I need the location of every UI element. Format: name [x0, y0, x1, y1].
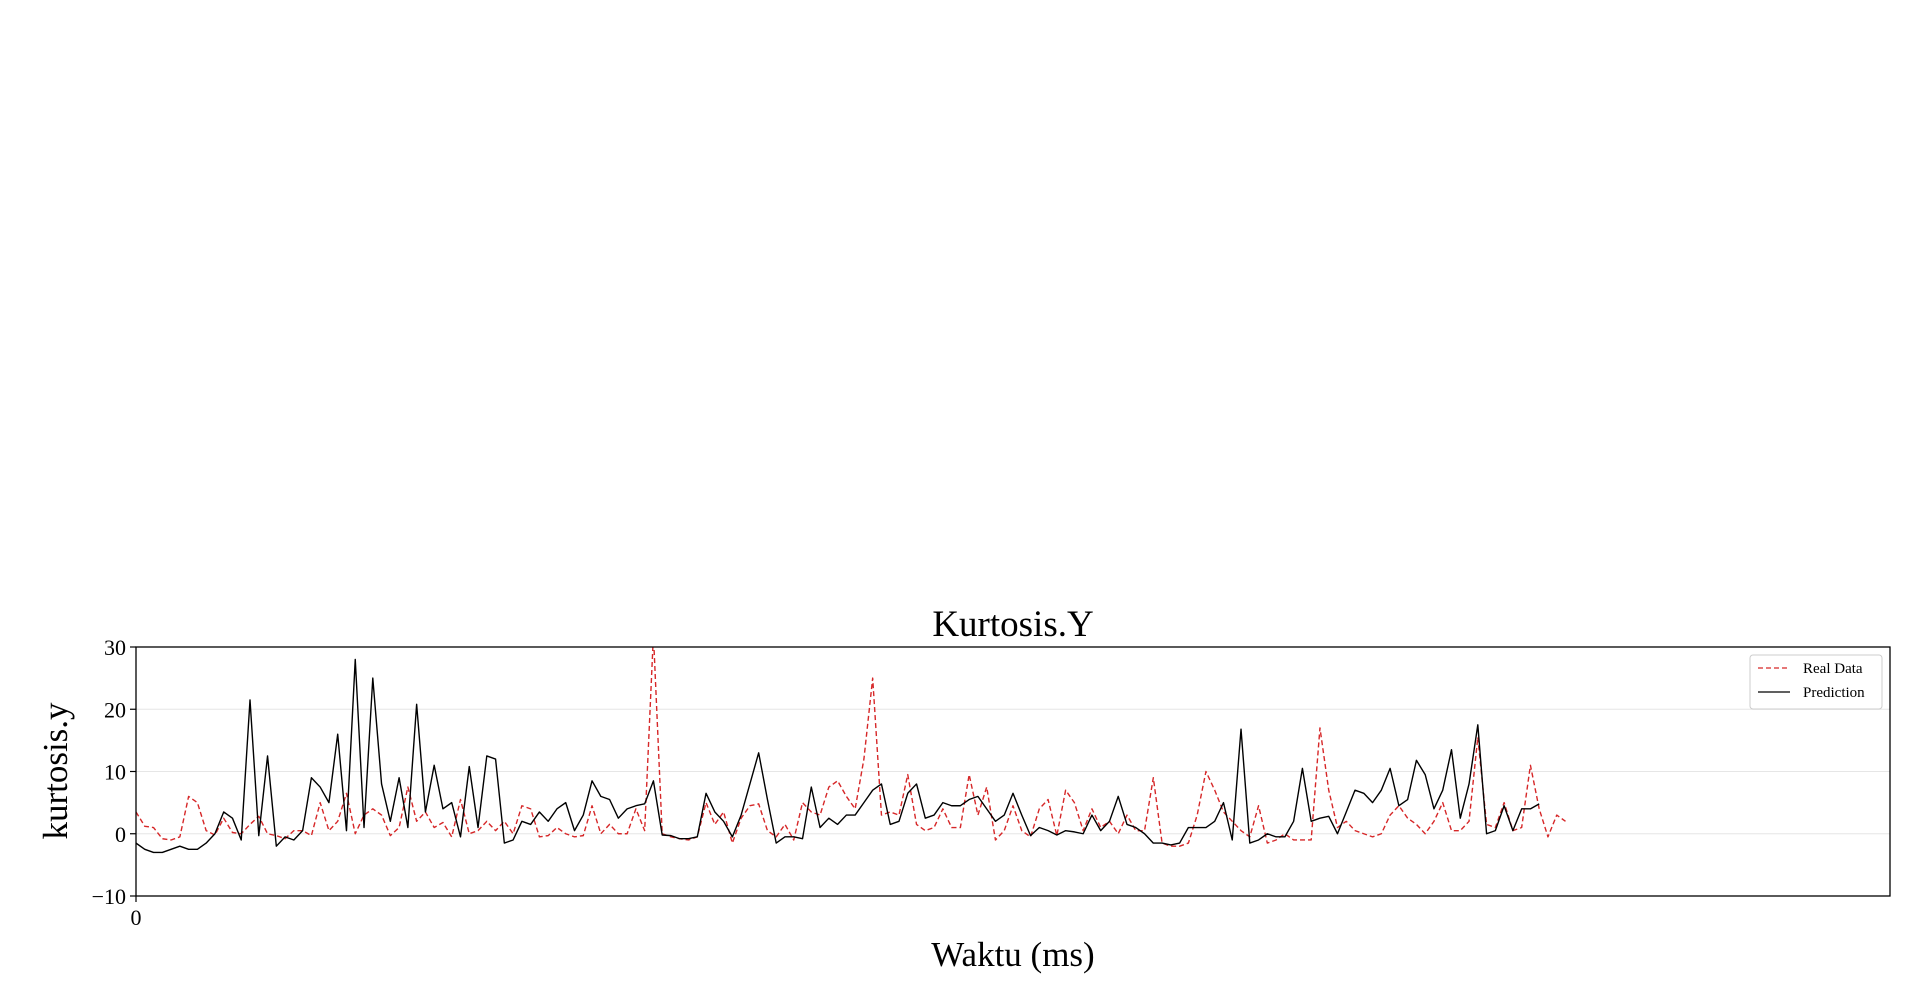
legend-prediction-label: Prediction — [1803, 685, 1865, 701]
x-ticks: 0 — [131, 896, 142, 930]
y-tick-label: 10 — [104, 760, 126, 785]
y-axis-label: kurtosis.y — [36, 702, 75, 840]
series-layer — [136, 647, 1566, 854]
series-prediction-line — [136, 658, 1540, 854]
chart-title: Kurtosis.Y — [932, 604, 1093, 645]
y-tick-label: 30 — [104, 635, 126, 660]
y-tick-label: 0 — [115, 822, 126, 847]
series-real-data-line — [136, 647, 1566, 847]
y-tick-label: −10 — [92, 884, 126, 909]
legend-real-label: Real Data — [1803, 661, 1863, 677]
grid — [136, 646, 1890, 897]
legend: Real Data Prediction — [1749, 654, 1883, 710]
x-axis-label: Waktu (ms) — [931, 935, 1094, 974]
y-tick-label: 20 — [104, 697, 126, 722]
y-ticks: −10 0 10 20 30 — [92, 635, 136, 909]
x-tick-label: 0 — [131, 905, 142, 930]
